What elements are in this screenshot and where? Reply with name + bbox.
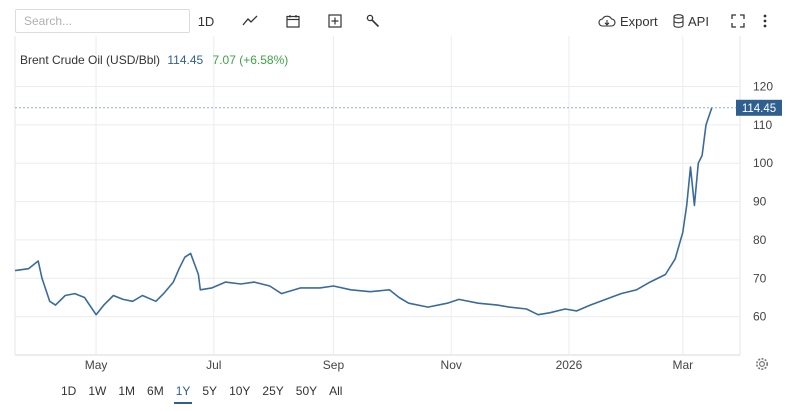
- export-label: Export: [620, 13, 658, 29]
- timeframe-5y[interactable]: 5Y: [202, 384, 218, 398]
- add-indicator-icon[interactable]: [325, 10, 345, 32]
- last-price: 114.45: [167, 53, 204, 67]
- more-menu-icon[interactable]: [758, 10, 772, 32]
- x-tick-label: May: [85, 358, 108, 372]
- timeframe-1m[interactable]: 1M: [118, 384, 136, 398]
- timeframe-selector: 1D 1W 1M 6M 1Y 5Y 10Y 25Y 50Y All: [55, 382, 348, 404]
- timeframe-6m[interactable]: 6M: [147, 384, 164, 398]
- price-tag-label: 114.45: [742, 103, 776, 115]
- x-tick-label: Sep: [323, 358, 345, 372]
- instrument-name: Brent Crude Oil (USD/Bbl): [20, 53, 161, 67]
- x-tick-label: 2026: [556, 358, 583, 372]
- cloud-download-icon: [598, 15, 616, 27]
- timeframe-1w[interactable]: 1W: [88, 384, 107, 398]
- timeframe-10y[interactable]: 10Y: [229, 384, 251, 398]
- y-tick-label: 120: [753, 80, 773, 94]
- settings-gear-icon[interactable]: [754, 356, 770, 372]
- x-tick-label: Nov: [441, 358, 462, 372]
- price-tag-box: [736, 99, 782, 116]
- toolbar: 1D Export API: [0, 0, 800, 40]
- search-input[interactable]: [15, 9, 190, 33]
- calendar-icon[interactable]: [283, 10, 303, 32]
- y-tick-label: 100: [753, 156, 773, 170]
- y-tick-label: 70: [753, 271, 767, 285]
- timeframe-1d[interactable]: 1D: [61, 384, 77, 398]
- x-tick-label: Mar: [672, 358, 693, 372]
- chart-header: Brent Crude Oil (USD/Bbl) 114.45 7.07 (+…: [20, 53, 288, 67]
- price-change: 7.07 (+6.58%): [212, 53, 289, 67]
- y-tick-label: 110: [753, 118, 772, 132]
- interval-button[interactable]: 1D: [197, 13, 215, 29]
- api-label: API: [688, 13, 709, 29]
- api-button[interactable]: API: [673, 10, 713, 32]
- y-tick-label: 90: [753, 195, 767, 209]
- wrench-icon[interactable]: [363, 10, 383, 32]
- price-series-line: [14, 107, 713, 316]
- y-tick-label: 60: [753, 310, 767, 324]
- timeframe-all[interactable]: All: [329, 384, 343, 398]
- timeframe-25y[interactable]: 25Y: [262, 384, 284, 398]
- fullscreen-icon[interactable]: [729, 10, 747, 32]
- y-tick-label: 80: [753, 233, 767, 247]
- x-tick-label: Jul: [206, 358, 221, 372]
- timeframe-1y[interactable]: 1Y: [170, 382, 197, 404]
- last-price-tag: 114.45: [736, 99, 782, 116]
- timeframe-50y[interactable]: 50Y: [295, 384, 318, 398]
- line-chart-icon[interactable]: [239, 10, 261, 32]
- export-button[interactable]: Export: [598, 10, 658, 32]
- database-icon: [673, 14, 684, 28]
